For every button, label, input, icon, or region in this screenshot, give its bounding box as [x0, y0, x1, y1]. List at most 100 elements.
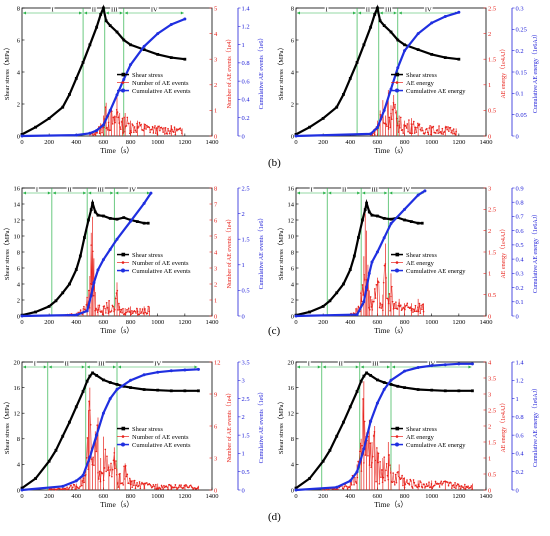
ae-point: [100, 471, 103, 473]
ae-point: [359, 442, 362, 445]
ae-point: [151, 125, 154, 128]
stage-arrowhead: [47, 191, 51, 195]
cumulative-point: [416, 365, 420, 369]
stage-arrowhead: [194, 365, 198, 369]
cumulative-point: [169, 369, 173, 373]
chart-b-energy: 0 200 400 600 800 1000 1200 1400Time（s）02468She…: [277, 4, 539, 155]
ae-point: [467, 485, 469, 488]
ae-point: [163, 127, 165, 129]
ae-point: [95, 450, 98, 453]
stage-arrowhead: [110, 191, 114, 195]
x-tick-label: 0: [294, 139, 297, 146]
ae-point: [431, 487, 434, 490]
ae-point: [466, 486, 469, 489]
cumulative-point: [85, 309, 89, 313]
ae-point: [421, 129, 424, 132]
ae-point: [104, 448, 107, 451]
legend-entry: AE energy: [406, 80, 435, 87]
x-tick-label: 600: [373, 319, 383, 326]
shear-stress-point: [47, 459, 51, 463]
cumulative-point: [294, 488, 298, 492]
ae-point: [98, 132, 101, 135]
shear-stress-point: [328, 299, 332, 303]
stage-label: IV: [129, 187, 136, 194]
ae-point: [80, 484, 83, 487]
ae-point: [155, 127, 158, 129]
ae-point: [350, 484, 353, 486]
ae-point: [103, 467, 106, 469]
stage-label: III: [98, 361, 105, 368]
ae-point: [398, 476, 401, 479]
ae-point: [453, 132, 456, 135]
shear-stress-line: [295, 371, 473, 489]
cumulative-point: [430, 21, 434, 25]
ae-point: [196, 487, 199, 490]
y1-tick-label: 4: [17, 69, 21, 76]
x-tick-label: 600: [99, 139, 109, 146]
y1-tick-label: 16: [288, 385, 295, 392]
y1-tick-label: 0: [291, 313, 294, 320]
ae-point: [415, 131, 418, 133]
ae-point: [70, 484, 72, 487]
y2-tick-label: 1.5: [488, 57, 496, 64]
ae-point: [389, 126, 391, 129]
x-tick-label: 200: [44, 319, 54, 326]
shear-stress-point: [471, 389, 474, 393]
ae-point: [67, 488, 70, 490]
ae-point: [94, 134, 97, 136]
y1-tick-label: 0: [291, 133, 294, 140]
y3-tick-label: 0.5: [242, 469, 250, 476]
legend-marker: [395, 442, 399, 447]
y1-tick-label: 4: [291, 281, 295, 288]
shear-stress-point: [61, 291, 65, 295]
ae-point: [401, 128, 404, 131]
ae-point: [119, 126, 121, 128]
ae-point: [117, 486, 120, 488]
ae-point: [379, 113, 382, 116]
cumulative-point: [369, 419, 373, 423]
ae-point: [362, 398, 364, 400]
cumulative-point: [403, 49, 407, 53]
shear-stress-point: [416, 388, 420, 391]
ae-point: [84, 473, 87, 476]
legend-entry: Shear stress: [132, 252, 163, 259]
ae-point: [116, 482, 119, 484]
shear-stress-point: [122, 38, 126, 42]
ae-point: [181, 132, 183, 134]
y1-tick-label: 4: [291, 462, 295, 469]
ae-point: [362, 294, 365, 296]
ae-point: [400, 309, 403, 311]
ae-point: [146, 482, 148, 484]
y2-tick-label: 0.5: [488, 471, 496, 478]
ae-point: [440, 480, 443, 483]
ae-point: [146, 124, 148, 127]
shear-stress-point: [20, 133, 24, 136]
ae-point: [398, 475, 400, 478]
y1-tick-label: 12: [14, 411, 21, 418]
ae-point: [121, 117, 124, 120]
ae-point: [405, 481, 408, 483]
ae-point: [450, 482, 452, 484]
ae-point: [397, 471, 399, 473]
cumulative-point: [416, 32, 420, 36]
ae-point: [105, 470, 107, 473]
ae-point: [370, 306, 373, 308]
ae-point: [418, 302, 421, 305]
legend-marker: [395, 261, 399, 264]
ae-point: [117, 309, 119, 311]
shear-stress-point: [78, 254, 82, 258]
shear-stress-point: [102, 6, 105, 10]
shear-stress-point: [122, 384, 126, 388]
stage-label: IV: [154, 361, 161, 368]
ae-point: [138, 481, 141, 483]
legend-marker: [395, 252, 400, 257]
ae-point: [137, 484, 140, 487]
x-tick-label: 1000: [425, 493, 438, 500]
ae-point: [412, 479, 415, 481]
ae-point: [126, 473, 129, 476]
cumulative-point: [89, 294, 93, 298]
series-y1: [294, 371, 474, 490]
ae-point: [149, 483, 151, 486]
cumulative-point: [96, 268, 100, 272]
ae-point: [161, 486, 164, 488]
